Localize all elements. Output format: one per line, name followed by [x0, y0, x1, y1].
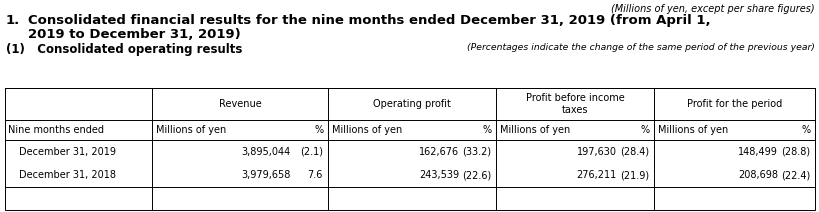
Text: %: %	[640, 125, 649, 135]
Text: %: %	[314, 125, 324, 135]
Text: Profit for the period: Profit for the period	[686, 99, 781, 109]
Text: 208,698: 208,698	[737, 170, 777, 180]
Text: December 31, 2018: December 31, 2018	[19, 170, 115, 180]
Text: 2019 to December 31, 2019): 2019 to December 31, 2019)	[28, 28, 241, 41]
Text: Millions of yen: Millions of yen	[500, 125, 569, 135]
Text: Revenue: Revenue	[219, 99, 261, 109]
Text: 148,499: 148,499	[737, 146, 777, 156]
Text: (28.4): (28.4)	[619, 146, 648, 156]
Text: (22.4): (22.4)	[780, 170, 809, 180]
Text: 162,676: 162,676	[419, 146, 459, 156]
Text: (2.1): (2.1)	[300, 146, 323, 156]
Text: Profit before income
taxes: Profit before income taxes	[525, 93, 623, 115]
Text: %: %	[801, 125, 810, 135]
Text: 197,630: 197,630	[577, 146, 616, 156]
Text: %: %	[482, 125, 491, 135]
Text: Operating profit: Operating profit	[373, 99, 450, 109]
Text: Nine months ended: Nine months ended	[8, 125, 104, 135]
Text: 7.6: 7.6	[307, 170, 323, 180]
Text: 1.: 1.	[6, 14, 20, 27]
Text: (1)   Consolidated operating results: (1) Consolidated operating results	[6, 43, 242, 56]
Text: 243,539: 243,539	[419, 170, 459, 180]
Text: (28.8): (28.8)	[780, 146, 809, 156]
Text: Consolidated financial results for the nine months ended December 31, 2019 (from: Consolidated financial results for the n…	[28, 14, 710, 27]
Text: 3,895,044: 3,895,044	[242, 146, 291, 156]
Text: (22.6): (22.6)	[461, 170, 491, 180]
Text: 3,979,658: 3,979,658	[242, 170, 291, 180]
Text: 276,211: 276,211	[576, 170, 616, 180]
Text: (33.2): (33.2)	[461, 146, 491, 156]
Text: (Millions of yen, except per share figures): (Millions of yen, except per share figur…	[611, 4, 814, 14]
Text: Millions of yen: Millions of yen	[332, 125, 402, 135]
Bar	[5, 88, 814, 210]
Text: Millions of yen: Millions of yen	[156, 125, 226, 135]
Text: (21.9): (21.9)	[619, 170, 648, 180]
Text: (Percentages indicate the change of the same period of the previous year): (Percentages indicate the change of the …	[467, 43, 814, 52]
Text: Millions of yen: Millions of yen	[657, 125, 727, 135]
Text: December 31, 2019: December 31, 2019	[19, 146, 115, 156]
